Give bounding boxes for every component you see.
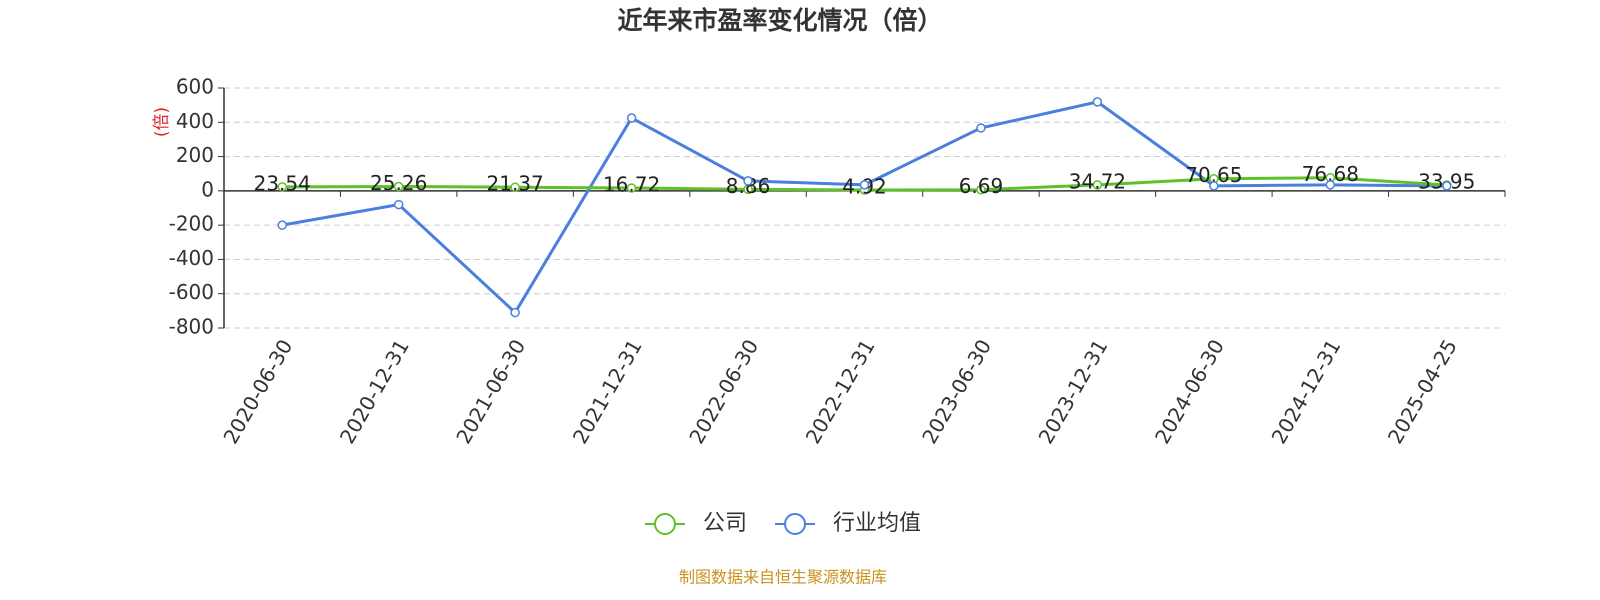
legend-label: 公司 [703,511,747,536]
x-tick-label: 2022-06-30 [684,335,763,448]
data-point [1092,180,1103,190]
data-point [859,180,870,190]
data-point [277,220,287,230]
data-point [1442,181,1452,191]
legend-marker [654,513,676,535]
data-point [976,123,986,133]
x-tick-label: 2025-04-25 [1383,335,1462,448]
x-tick-label: 2022-12-31 [801,335,880,448]
data-point [510,182,520,192]
y-tick-label: -600 [169,280,214,304]
data-point [1325,180,1336,190]
data-label: 25.26 [370,171,427,195]
legend-marker [784,513,807,535]
y-tick-label: -400 [169,246,214,270]
y-tick-label: 200 [176,143,214,167]
y-tick-label: 0 [201,177,214,201]
data-point [393,181,404,192]
y-tick-label: 600 [176,75,214,99]
data-label: 21.37 [487,172,544,196]
y-tick-label: 400 [176,109,214,133]
data-point [1092,97,1103,107]
series-line [281,100,1447,315]
x-tick-label: 2023-06-30 [917,335,996,448]
data-point [626,183,637,193]
data-label: 34.72 [1069,169,1126,193]
x-tick-label: 2024-06-30 [1150,335,1229,448]
x-tick-label: 2020-06-30 [218,335,297,448]
data-point [626,113,637,123]
y-axis-label: (倍) [152,107,172,137]
x-tick-label: 2024-12-31 [1267,335,1346,448]
y-tick-label: -200 [169,212,214,236]
data-point [393,199,404,210]
data-point [510,307,520,318]
y-tick-label: -800 [169,315,214,339]
legend-label: 行业均值 [833,511,921,536]
data-label: 6.69 [959,174,1004,198]
x-tick-label: 2023-12-31 [1034,335,1113,448]
chart-title: 近年来市盈率变化情况（倍） [617,6,942,35]
data-label: 23.54 [254,171,311,195]
x-tick-label: 2020-12-31 [335,335,414,448]
data-point [1209,181,1219,191]
data-point [743,176,753,186]
x-tick-label: 2021-06-30 [451,335,530,448]
data-point [976,184,986,195]
data-point [277,182,287,192]
source-note: 制图数据来自恒生聚源数据库 [679,568,887,587]
data-label: 16.72 [603,172,660,196]
x-tick-label: 2021-12-31 [568,335,647,448]
